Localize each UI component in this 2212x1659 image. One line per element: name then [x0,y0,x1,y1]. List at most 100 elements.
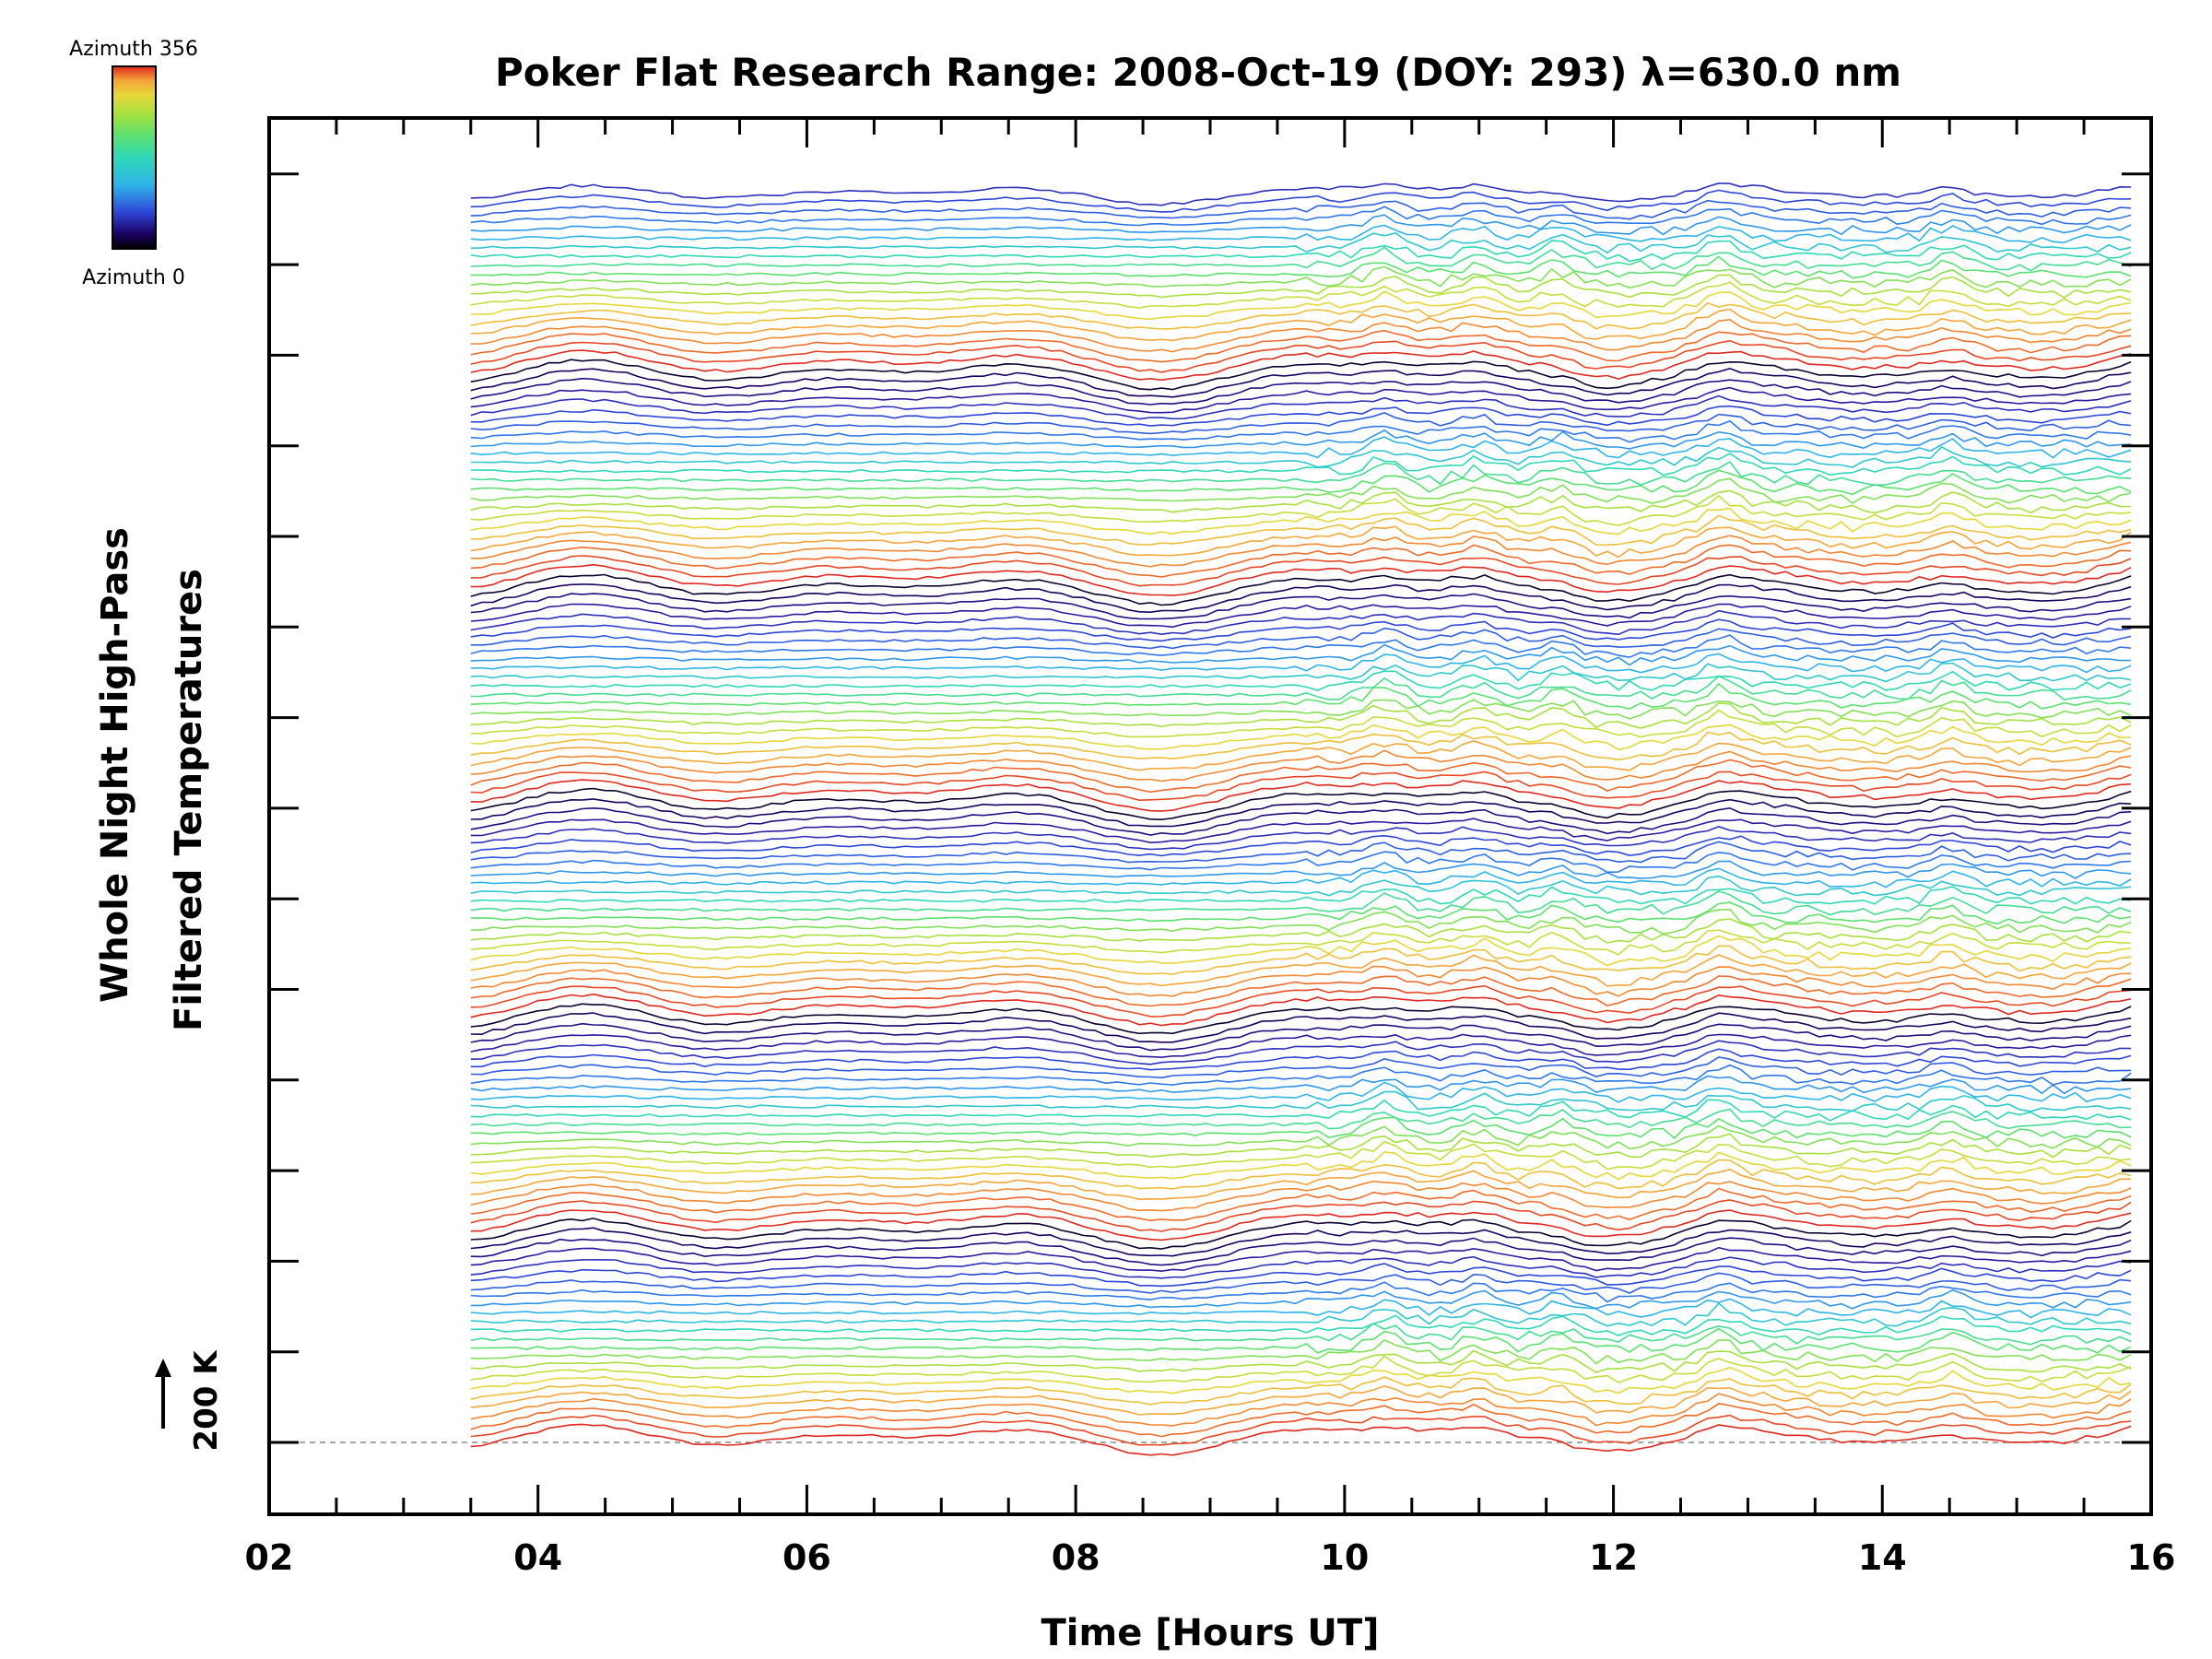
series-line [470,826,2132,851]
series-line [470,419,2132,443]
x-tick-label: 16 [2127,1537,2176,1578]
series-line [470,1159,2132,1190]
series-line [470,377,2132,406]
series-line [470,255,2132,279]
scale-bar-label: 200 K [188,1349,225,1452]
series-line [470,573,2132,606]
series-line [470,1133,2132,1159]
series-line [470,405,2132,427]
x-axis-label: Time [Hours UT] [1041,1612,1380,1654]
series-line [470,349,2132,382]
series-line [470,975,2132,1007]
series-line [470,945,2132,975]
series-line [470,908,2132,935]
series-line [470,199,2132,220]
series-line [470,699,2132,720]
series-line [470,1064,2132,1086]
series-line [470,618,2132,642]
series-line [470,1237,2132,1266]
series-line [470,643,2132,666]
series-group [470,182,2132,1456]
scale-bar: 200 K [155,1349,225,1452]
series-line [470,1180,2132,1212]
series-line [470,232,2132,254]
series-line [470,593,2132,620]
series-line [470,1090,2132,1112]
x-tick-label: 06 [782,1537,831,1578]
series-line [470,1033,2132,1059]
series-line [470,1022,2132,1052]
series-line [470,1288,2132,1310]
series-line [470,525,2132,559]
series-line [470,702,2132,729]
series-line [470,544,2132,578]
series-line [470,1272,2132,1294]
series-line [470,265,2132,289]
series-line [470,740,2132,771]
series-line [470,489,2132,514]
series-line [470,274,2132,300]
series-line [470,860,2132,879]
series-line [470,984,2132,1018]
series-line [470,469,2132,496]
series-line [470,1168,2132,1201]
series-line [470,929,2132,956]
y-axis-label-line-1: Whole Night High-Pass [94,527,136,1003]
x-tick-label: 14 [1858,1537,1907,1578]
series-line [470,206,2132,227]
series-line [470,453,2132,477]
series-line [470,507,2132,535]
series-line [470,1056,2132,1079]
series-line [470,1099,2132,1122]
series-line [470,1075,2132,1095]
x-tick-labels: 02 04 06 08 10 12 14 16 [245,1537,2176,1578]
series-line [470,1150,2132,1181]
series-line [470,224,2132,244]
series-line [470,281,2132,309]
series-line [470,1301,2132,1327]
series-line [470,918,2132,944]
series-line [470,818,2132,844]
series-line [470,214,2132,236]
series-line [470,246,2132,272]
series-line [470,993,2132,1027]
series-line [470,1393,2132,1427]
series-line [470,1338,2132,1365]
series-line [470,1040,2132,1065]
series-line [470,627,2132,650]
series-line [470,1255,2132,1279]
series-line [470,412,2132,435]
series-line [470,514,2132,547]
series-line [470,1423,2132,1456]
series-line [470,1140,2132,1171]
x-tick-label: 04 [513,1537,562,1578]
series-line [470,787,2132,821]
series-line [470,386,2132,414]
series-line [470,1314,2132,1336]
series-line [470,329,2132,363]
series-line [470,240,2132,263]
y-axis-label: Whole Night High-Pass Filtered Temperatu… [94,527,210,1031]
chart-title: Poker Flat Research Range: 2008-Oct-19 (… [495,50,1901,95]
series-line [470,851,2132,874]
series-line [470,798,2132,828]
series-line [470,670,2132,691]
series-line [470,886,2132,905]
series-line [470,359,2132,391]
series-line [470,1012,2132,1043]
series-line [470,609,2132,636]
series-line [470,583,2132,614]
series-line [470,1349,2132,1373]
series-line [470,806,2132,836]
series-line [470,318,2132,353]
series-line [470,749,2132,782]
series-line [470,1108,2132,1130]
series-line [470,1263,2132,1288]
series-line [470,182,2132,206]
series-line [470,1403,2132,1438]
series-line [470,682,2132,710]
colorbar-top-label: Azimuth 356 [69,38,198,61]
series-line [470,890,2132,916]
series-line [470,1298,2132,1319]
